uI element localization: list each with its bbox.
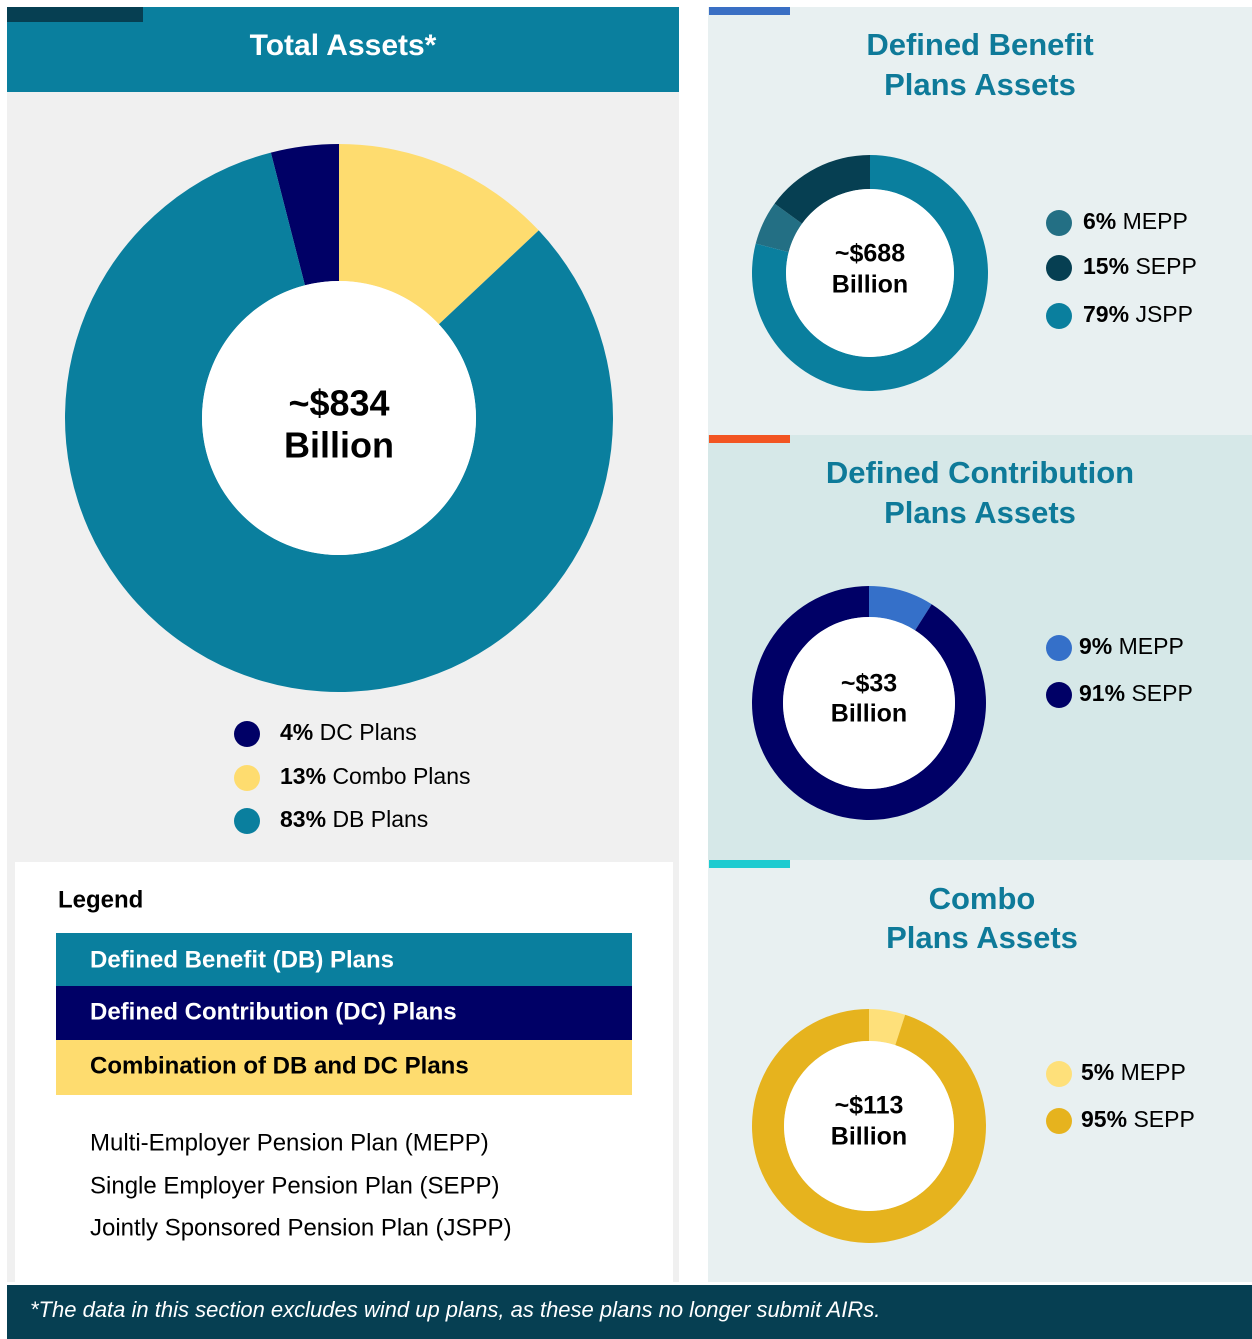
donut-slice [270,144,339,286]
chart-title: Combo [929,881,1036,916]
legend-entry: 91% SEPP [1079,680,1193,706]
legend-dot [1046,682,1072,708]
value-label: 13% [280,763,326,789]
definition: Single Employer Pension Plan (SEPP) [90,1172,500,1199]
donut-slice [755,203,803,253]
legend-dot [234,765,260,791]
db-accent [709,7,790,15]
chart-title: Plans Assets [884,495,1076,530]
value-label: 79% [1083,301,1129,327]
center-label: ~$834 [288,383,389,424]
chart-title: Plans Assets [884,67,1076,102]
legend-dot [1046,1108,1072,1134]
donut-slice [774,155,870,224]
legend-title: Legend [58,886,143,913]
value-label: 4% [280,719,313,745]
category-label: JSPP [1135,301,1193,327]
legend-dc [56,986,632,1040]
category-label: MEPP [1121,1059,1186,1085]
donut-hole [783,617,955,789]
category-label: SEPP [1131,680,1192,706]
value-label: 83% [280,806,326,832]
legend-entry: 13% Combo Plans [280,763,471,789]
donut-hole [786,189,954,357]
chart-title: Plans Assets [886,920,1078,955]
category-label: SEPP [1135,253,1196,279]
value-label: 95% [1081,1106,1127,1132]
category-label: DC Plans [320,719,417,745]
donut-slice [869,586,932,631]
value-label: 15% [1083,253,1129,279]
footnote: *The data in this section excludes wind … [30,1297,880,1322]
legend-item: Combination of DB and DC Plans [90,1052,469,1079]
definition: Multi-Employer Pension Plan (MEPP) [90,1129,489,1156]
footer [7,1285,1252,1339]
chart-title: Total Assets* [250,29,437,62]
donut-slice [339,144,539,325]
legend-entry: 83% DB Plans [280,806,428,832]
dc-accent [709,435,790,443]
center-label: ~$113 [835,1092,904,1120]
combo-accent [709,860,790,868]
chart-title: Defined Contribution [826,455,1134,490]
legend-db [56,933,632,986]
category-label: DB Plans [332,806,428,832]
legend-entry: 6% MEPP [1083,208,1188,234]
category-label: Combo Plans [332,763,470,789]
center-label: ~$688 [835,240,905,268]
value-label: 6% [1083,208,1116,234]
legend-entry: 9% MEPP [1079,633,1184,659]
center-label: Billion [831,1123,907,1151]
center-label: Billion [831,700,907,728]
definition: Jointly Sponsored Pension Plan (JSPP) [90,1214,512,1241]
legend-dot [1046,1061,1072,1087]
donut-hole [202,281,476,555]
value-label: 5% [1081,1059,1114,1085]
chart-title: Defined Benefit [866,27,1093,62]
legend-dot [1046,303,1072,329]
donut-slice [65,152,614,693]
legend-entry: 15% SEPP [1083,253,1197,279]
category-label: SEPP [1133,1106,1194,1132]
legend-entry: 79% JSPP [1083,301,1193,327]
legend-item: Defined Benefit (DB) Plans [90,946,394,973]
donut-hole [784,1041,954,1211]
legend-dot [1046,210,1072,236]
header-accent [7,7,143,22]
donut-slice [869,1009,906,1046]
center-label: Billion [832,271,908,299]
center-label: ~$33 [841,670,897,698]
legend-dot [1046,635,1072,661]
legend-item: Defined Contribution (DC) Plans [90,998,457,1025]
legend-entry: 5% MEPP [1081,1059,1186,1085]
legend-dot [234,721,260,747]
category-label: MEPP [1119,633,1184,659]
center-label: Billion [284,425,394,466]
value-label: 91% [1079,680,1125,706]
legend-combo [56,1040,632,1095]
legend-entry: 4% DC Plans [280,719,417,745]
value-label: 9% [1079,633,1112,659]
legend-dot [1046,255,1072,281]
legend-dot [234,808,260,834]
legend-entry: 95% SEPP [1081,1106,1195,1132]
category-label: MEPP [1123,208,1188,234]
